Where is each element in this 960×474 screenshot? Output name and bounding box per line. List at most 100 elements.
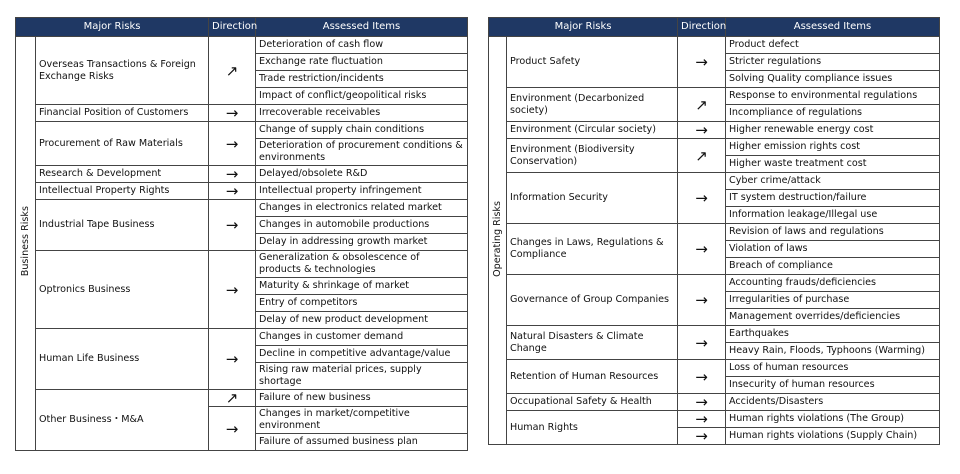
assessed-item: Deterioration of cash flow: [255, 36, 468, 54]
risk-cell: Environment (Decarbonized society): [505, 87, 679, 122]
row: Environment (Biodiversity Conservation) ↗…: [489, 138, 940, 173]
header-cell: Assessed Items: [255, 17, 468, 37]
assessed-item: Change of supply chain conditions: [255, 121, 468, 139]
row: Optronics Business → Generalization & obso…: [16, 250, 468, 329]
risk-cell: Natural Disasters & Climate Change: [505, 325, 679, 360]
risk-cell: Intellectual Property Rights: [34, 182, 210, 200]
assessed-item: Delay in addressing growth market: [255, 233, 468, 251]
row: Human Life Business → Changes in customer …: [16, 328, 468, 390]
assessed-item: Insecurity of human resources: [725, 376, 940, 394]
row: Other Business・M&A ↗ Failure of new busine…: [16, 389, 468, 451]
risk-cell: Industrial Tape Business: [34, 199, 210, 251]
direction-arrow: →: [208, 250, 257, 329]
direction-arrow: →: [677, 427, 727, 445]
assessed-item: Solving Quality compliance issues: [725, 70, 940, 88]
assessed-item: Changes in electronics related market: [255, 199, 468, 217]
assessed-item: Delay of new product development: [255, 311, 468, 329]
assessed-item: Changes in automobile productions: [255, 216, 468, 234]
risk-table: Major Risks Direction Assessed Items Operat…: [487, 17, 940, 445]
risk-cell: Human Rights: [505, 410, 679, 445]
assessed-item: Generalization & obsolescence of product…: [255, 250, 468, 278]
direction-arrow: →: [208, 199, 257, 251]
assessed-item: Human rights violations (The Group): [725, 410, 940, 428]
risk-cell: Overseas Transactions & Foreign Exchange…: [34, 36, 210, 105]
row: Industrial Tape Business → Changes in elec…: [16, 199, 468, 251]
header-cell: Direction: [677, 17, 726, 37]
risk-cell: Changes in Laws, Regulations & Complianc…: [505, 223, 679, 275]
row: Financial Position of Customers → Irrecove…: [16, 104, 468, 122]
risk-cell: Human Life Business: [34, 328, 210, 390]
assessed-item: Accidents/Disasters: [725, 393, 940, 411]
risk-cell: Retention of Human Resources: [505, 359, 679, 394]
risk-cell: Other Business・M&A: [34, 389, 210, 451]
direction-arrow: →: [208, 165, 257, 183]
assessed-item: Irregularities of purchase: [725, 291, 940, 309]
assessed-item: Changes in market/competitive environmen…: [255, 406, 468, 434]
row: Intellectual Property Rights → Intellectua…: [16, 182, 468, 200]
header-cell: Direction: [208, 17, 257, 37]
assessed-item: Exchange rate fluctuation: [255, 53, 468, 71]
direction-arrow: ↗: [677, 87, 727, 122]
header-cell: Assessed Items: [725, 17, 940, 37]
direction-arrow: ↗: [208, 389, 257, 407]
header-row: Major Risks Direction Assessed Items: [487, 17, 940, 37]
assessed-item: Breach of compliance: [725, 257, 940, 275]
assessed-item: Higher emission rights cost: [725, 138, 940, 156]
row: Environment (Decarbonized society) ↗ Respo…: [489, 87, 940, 122]
assessed-item: Information leakage/Illegal use: [725, 206, 940, 224]
header-cell: Major Risks: [14, 17, 210, 37]
assessed-item: Decline in competitive advantage/value: [255, 345, 468, 363]
assessed-item: Impact of conflict/geopolitical risks: [255, 87, 468, 105]
direction-arrow: ↗: [208, 36, 257, 105]
direction-arrow: →: [208, 328, 257, 390]
assessed-item: Delayed/obsolete R&D: [255, 165, 468, 183]
risk-table: Major Risks Direction Assessed Items Busine…: [14, 17, 468, 451]
assessed-item: Deterioration of procurement conditions …: [255, 138, 468, 166]
direction-arrow: →: [208, 406, 257, 451]
assessed-item: Rising raw material prices, supply short…: [255, 362, 468, 390]
assessed-item: Earthquakes: [725, 325, 940, 343]
group-cell: Business Risks: [15, 36, 36, 451]
assessed-item: Violation of laws: [725, 240, 940, 258]
direction-arrow: →: [677, 172, 727, 224]
header-cell: Major Risks: [487, 17, 679, 37]
risk-cell: Optronics Business: [34, 250, 210, 329]
assessed-item: Entry of competitors: [255, 294, 468, 312]
row: Changes in Laws, Regulations & Complianc…: [489, 223, 940, 275]
row: → Human rights violations (Supply Chain): [489, 427, 940, 445]
direction-arrow: →: [208, 121, 257, 166]
risk-cell: Environment (Biodiversity Conservation): [505, 138, 679, 173]
assessed-item: Higher waste treatment cost: [725, 155, 940, 173]
assessed-item: Revision of laws and regulations: [725, 223, 940, 241]
header-row: Major Risks Direction Assessed Items: [14, 17, 468, 37]
assessed-item: Irrecoverable receivables: [255, 104, 468, 122]
group-label: Operating Risks: [491, 200, 503, 277]
assessed-item: Cyber crime/attack: [725, 172, 940, 190]
row: Environment (Circular society) → Higher re…: [489, 121, 940, 139]
assessed-item: IT system destruction/failure: [725, 189, 940, 207]
assessed-item: Stricter regulations: [725, 53, 940, 71]
assessed-item: Incompliance of regulations: [725, 104, 940, 122]
direction-arrow: →: [208, 104, 257, 122]
risk-cell: Financial Position of Customers: [34, 104, 210, 122]
risk-cell: Product Safety: [505, 36, 679, 88]
direction-arrow: →: [208, 182, 257, 200]
row: Operating Risks Product Safety → Product de…: [488, 36, 940, 445]
row: Rising raw material prices, supply short…: [16, 362, 468, 390]
row: Information Security → Cyber crime/attack: [489, 172, 940, 224]
assessed-item: Failure of assumed business plan: [255, 433, 468, 451]
assessed-item: Product defect: [725, 36, 940, 54]
assessed-item: Heavy Rain, Floods, Typhoons (Warming): [725, 342, 940, 360]
assessed-item: Maturity & shrinkage of market: [255, 277, 468, 295]
risk-cell: Procurement of Raw Materials: [34, 121, 210, 166]
assessed-item: Intellectual property infringement: [255, 182, 468, 200]
group-cell: Operating Risks: [488, 36, 507, 445]
direction-arrow: →: [677, 121, 727, 139]
row: Deterioration of procurement conditions …: [16, 138, 468, 166]
assessed-item: Accounting frauds/deficiencies: [725, 274, 940, 292]
risk-cell: Environment (Circular society): [505, 121, 679, 139]
row: Retention of Human Resources → Loss of hum…: [489, 359, 940, 394]
assessed-item: Response to environmental regulations: [725, 87, 940, 105]
assessed-item: Higher renewable energy cost: [725, 121, 940, 139]
direction-arrow: →: [677, 274, 727, 326]
